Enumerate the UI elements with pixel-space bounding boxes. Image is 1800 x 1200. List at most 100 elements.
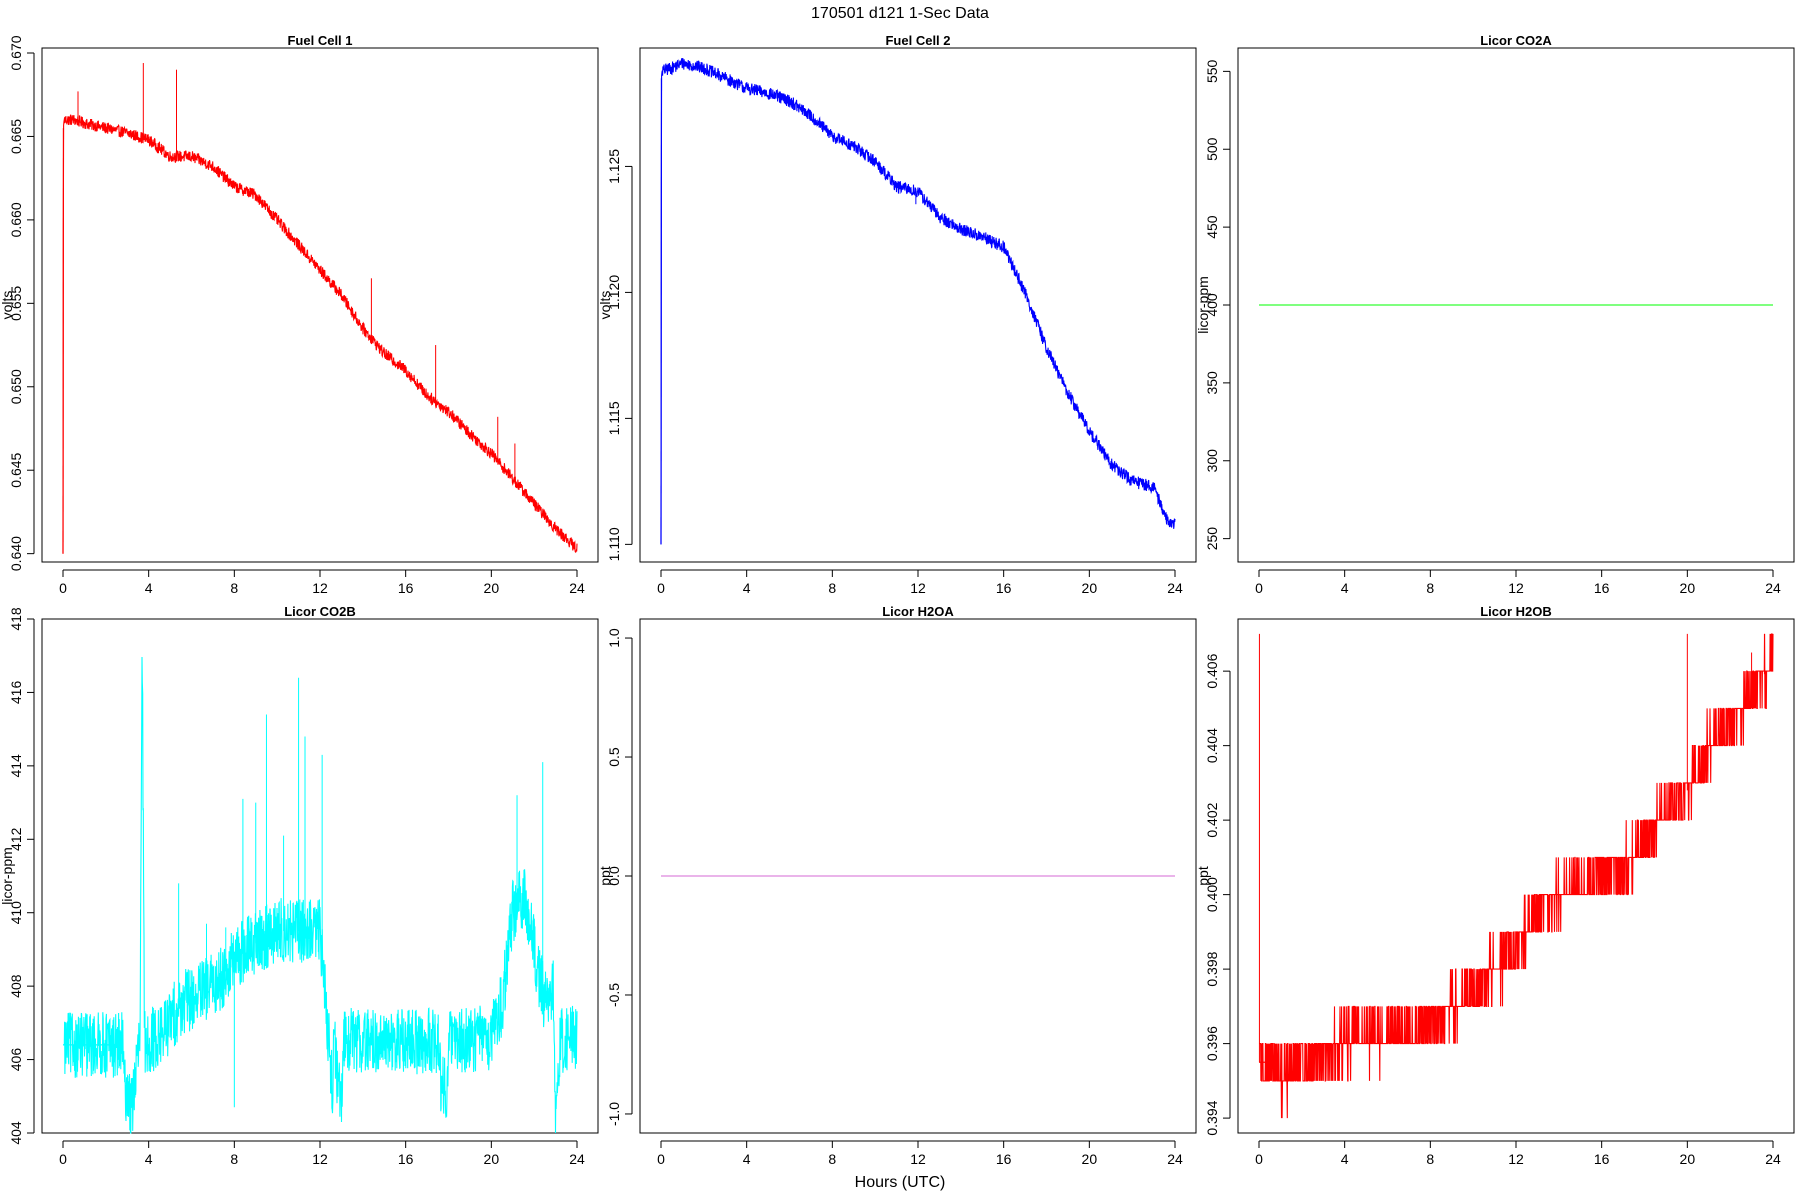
y-tick-label: -1.0 [606,1102,622,1126]
x-tick-label: 4 [145,1151,153,1167]
y-tick-label: 406 [8,1048,24,1072]
x-tick-label: 4 [743,1151,751,1167]
y-tick-label: 0.396 [1204,1026,1220,1061]
plot-frame [1237,47,1795,563]
y-tick-label: 1.110 [606,527,622,561]
y-tick-label: 550 [1204,59,1220,83]
y-axis-label: volts [0,291,15,320]
y-tick-label: 400 [1204,293,1220,317]
x-tick-label: 20 [1082,580,1098,596]
y-tick-label: 0.400 [1204,877,1220,912]
y-tick-label: 0.406 [1204,653,1220,688]
x-tick-label: 20 [484,1151,500,1167]
y-tick-label: 450 [1204,215,1220,239]
x-tick-label: 16 [1594,580,1610,596]
x-tick-label: 8 [1426,580,1434,596]
x-tick-label: 12 [1508,1151,1524,1167]
plot-frame [639,47,1197,563]
panel-title: Licor CO2B [284,604,356,619]
x-tick-label: 8 [1426,1151,1434,1167]
y-axis-label: licor-ppm [0,847,15,905]
y-tick-label: 1.120 [606,275,622,310]
y-tick-label: 0.655 [8,286,24,321]
plot-frame [1237,618,1795,1134]
y-tick-label: 414 [8,754,24,778]
x-tick-label: 12 [312,580,328,596]
y-tick-label: 300 [1204,449,1220,473]
x-tick-label: 24 [1765,1151,1781,1167]
y-tick-label: -0.5 [606,983,622,1007]
series-line [63,656,578,1134]
x-tick-label: 12 [1508,580,1524,596]
plot-frame [41,618,599,1134]
y-tick-label: 1.125 [606,149,622,184]
y-tick-label: 412 [8,827,24,851]
chart-panel-2: Fuel Cell 2 volts 0 4 8 12 16 20 24 1.110 1.115 1.1… [597,33,1197,596]
chart-panel-5: Licor H2OA ppt 0 4 8 12 16 20 24 -1.0 -0.5 0.0 0.5 1.… [597,604,1197,1167]
y-tick-label: 410 [8,901,24,925]
x-tick-label: 0 [59,580,67,596]
x-tick-label: 16 [1594,1151,1610,1167]
x-tick-label: 4 [1341,580,1349,596]
x-tick-label: 4 [743,580,751,596]
y-tick-label: 1.0 [606,628,622,648]
y-tick-label: 0.650 [8,369,24,404]
y-tick-label: 0.404 [1204,728,1220,763]
y-tick-label: 0.660 [8,202,24,237]
x-tick-label: 16 [996,1151,1012,1167]
x-tick-label: 0 [1255,1151,1263,1167]
figure-title: 170501 d121 1-Sec Data [811,5,989,22]
y-tick-label: 350 [1204,371,1220,395]
y-tick-label: 500 [1204,137,1220,161]
x-tick-label: 0 [59,1151,67,1167]
panel-title: Fuel Cell 1 [287,33,352,48]
chart-panel-1: Fuel Cell 1 volts 0 4 8 12 16 20 24 0.640 0.645 0.6… [0,33,599,596]
y-tick-label: 0.402 [1204,802,1220,837]
y-tick-label: 0.394 [1204,1100,1220,1135]
x-tick-label: 12 [910,1151,926,1167]
x-tick-label: 8 [828,580,836,596]
panel-title: Fuel Cell 2 [885,33,950,48]
y-tick-label: 0.5 [606,747,622,767]
y-tick-label: 0.0 [606,866,622,886]
x-tick-label: 0 [1255,580,1263,596]
y-tick-label: 404 [8,1121,24,1145]
x-tick-label: 20 [1680,1151,1696,1167]
y-tick-label: 0.670 [8,35,24,70]
x-tick-label: 20 [1082,1151,1098,1167]
x-tick-label: 0 [657,1151,665,1167]
x-tick-label: 16 [398,1151,414,1167]
x-tick-label: 12 [312,1151,328,1167]
x-tick-label: 0 [657,580,665,596]
x-tick-label: 24 [569,580,585,596]
series-line [62,114,578,554]
y-axis-label: ppt [597,866,613,886]
y-tick-label: 0.645 [8,452,24,487]
y-tick-label: 1.115 [606,401,622,435]
x-tick-label: 24 [1765,580,1781,596]
x-tick-label: 8 [230,580,238,596]
series-line [1259,633,1774,1119]
panel-title: Licor H2OA [882,604,954,619]
x-tick-label: 16 [996,580,1012,596]
x-tick-label: 20 [484,580,500,596]
y-tick-label: 0.665 [8,119,24,154]
x-tick-label: 4 [1341,1151,1349,1167]
chart-panel-3: Licor CO2A licor-ppm 0 4 8 12 16 20 24 250 300 350 4… [1195,33,1795,596]
y-tick-label: 0.640 [8,536,24,571]
panel-title: Licor CO2A [1480,33,1552,48]
chart-panel-4: Licor CO2B licor-ppm 0 4 8 12 16 20 24 404 406 408 4… [0,604,599,1167]
plot-frame [41,47,599,563]
y-tick-label: 0.398 [1204,951,1220,986]
y-axis-label: licor-ppm [1195,276,1211,334]
series-line [660,57,1176,545]
x-tick-label: 8 [828,1151,836,1167]
x-tick-label: 8 [230,1151,238,1167]
chart-panel-6: Licor H2OB ppt 0 4 8 12 16 20 24 0.394 0.396 0.398 0… [1195,604,1795,1167]
x-tick-label: 12 [910,580,926,596]
y-tick-label: 408 [8,974,24,998]
y-tick-label: 418 [8,607,24,631]
x-tick-label: 16 [398,580,414,596]
x-tick-label: 24 [569,1151,585,1167]
